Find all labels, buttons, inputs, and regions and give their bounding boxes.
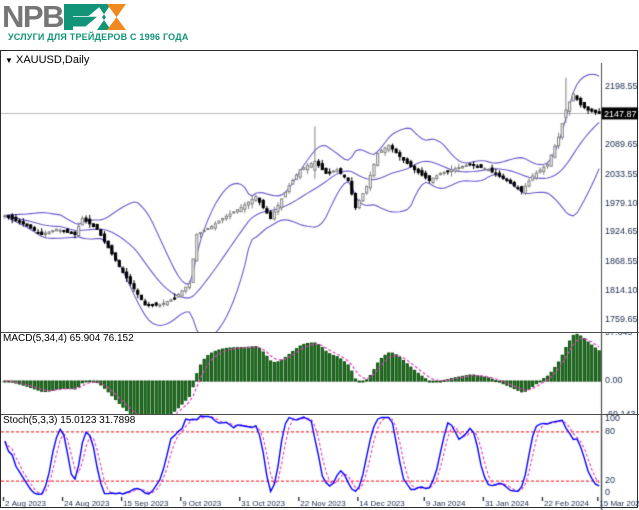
svg-text:NPB: NPB [2, 0, 63, 34]
